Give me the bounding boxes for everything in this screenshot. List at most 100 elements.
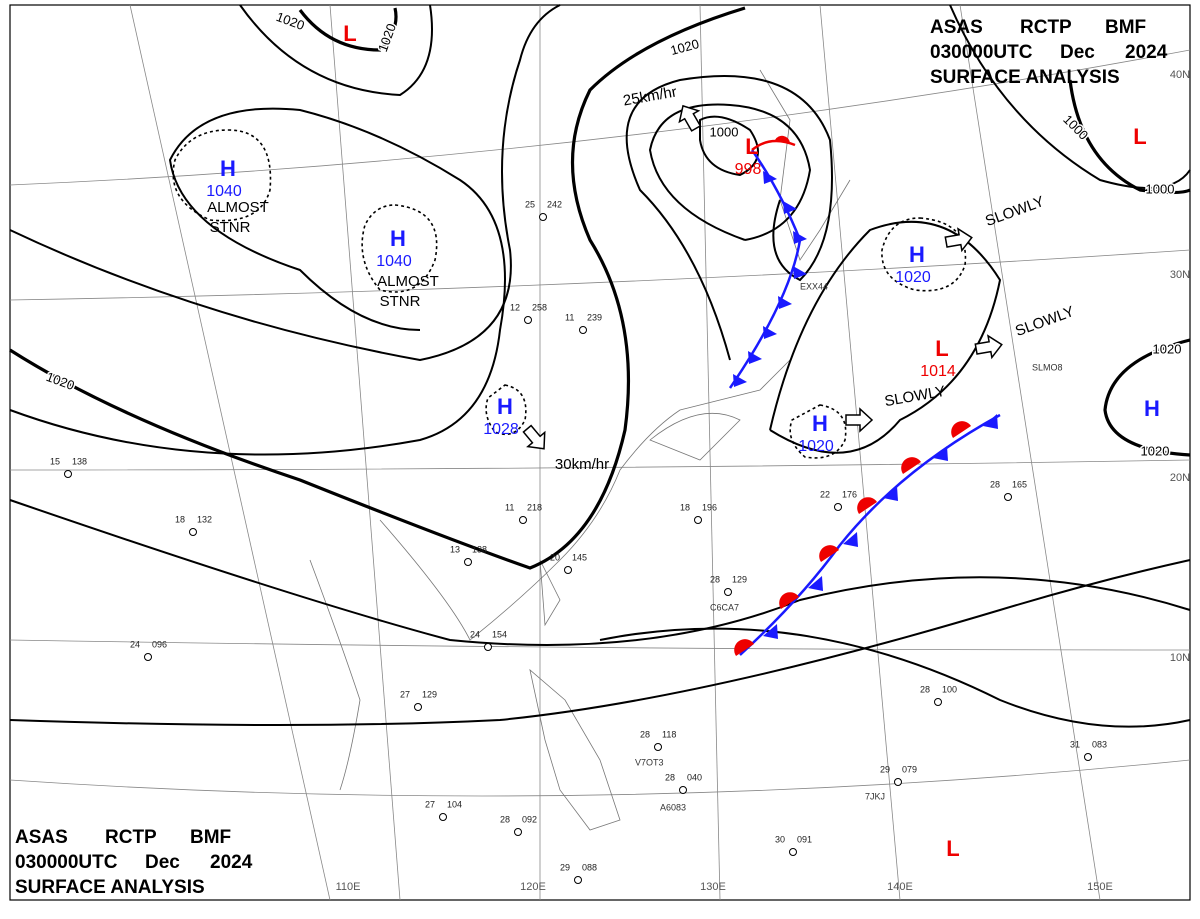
- cold-front-barb: [733, 374, 747, 387]
- note-text: ALMOST: [207, 199, 269, 216]
- header-text: ASAS: [15, 827, 68, 848]
- latitude-label: 40N: [1170, 69, 1190, 81]
- isobar-label: 1000: [1146, 181, 1175, 196]
- system-pressure: 1020: [798, 438, 834, 455]
- warm-front-bump: [734, 639, 754, 656]
- station-marker: [484, 643, 492, 651]
- longitude-label: 140E: [887, 881, 913, 893]
- station-marker: [189, 528, 197, 536]
- station-temp: 24: [130, 639, 140, 649]
- isobar-label: 1020: [1141, 443, 1170, 458]
- station-pressure: 132: [197, 514, 212, 524]
- cold-front-barb: [793, 266, 807, 279]
- system-symbol: L: [935, 336, 948, 361]
- station-marker: [464, 558, 472, 566]
- station-marker: [724, 588, 732, 596]
- cold-front-barb: [933, 446, 948, 461]
- isobars: [9, 4, 1191, 728]
- station-pressure: 145: [572, 552, 587, 562]
- station-marker: [514, 828, 522, 836]
- station-pressure: 088: [582, 862, 597, 872]
- station-marker: [679, 786, 687, 794]
- longitude-label: 120E: [520, 881, 546, 893]
- warm-front-bump: [775, 135, 790, 143]
- station-marker: [539, 213, 547, 221]
- station-pressure: 165: [1012, 479, 1027, 489]
- station-pressure: 242: [547, 199, 562, 209]
- system-symbol: H: [390, 226, 406, 251]
- station-marker: [519, 516, 527, 524]
- warm-front: [751, 139, 796, 151]
- header-text: Dec: [145, 852, 180, 873]
- longitude-label: 150E: [1087, 881, 1113, 893]
- station-temp: 28: [990, 479, 1000, 489]
- isobar-label: 1000: [710, 124, 739, 139]
- station-temp: 18: [680, 502, 690, 512]
- system-symbol: H: [812, 411, 828, 436]
- station-pressure: 129: [732, 574, 747, 584]
- fronts: [728, 135, 1001, 656]
- station-marker: [64, 470, 72, 478]
- cold-front-barb: [783, 201, 797, 214]
- station-pressure: 104: [447, 799, 462, 809]
- system-symbol: H: [1144, 396, 1160, 421]
- system-pressure: 1014: [920, 363, 956, 380]
- ship-id: A6083: [660, 802, 686, 812]
- station-temp: 31: [1070, 739, 1080, 749]
- graticule: [9, 4, 1191, 901]
- station-marker: [144, 653, 152, 661]
- station-temp: 30: [775, 834, 785, 844]
- warm-front-bump: [779, 592, 799, 609]
- note-text: STNR: [380, 293, 421, 310]
- header-text: BMF: [190, 827, 231, 848]
- station-marker: [564, 566, 572, 574]
- station-pressure: 239: [587, 312, 602, 322]
- motion-arrow: [944, 227, 973, 253]
- station-pressure: 079: [902, 764, 917, 774]
- station-temp: 25: [525, 199, 535, 209]
- station-temp: 12: [510, 302, 520, 312]
- station-pressure: 083: [1092, 739, 1107, 749]
- station-pressure: 092: [522, 814, 537, 824]
- system-symbol: L: [745, 134, 758, 159]
- header-text: RCTP: [1020, 17, 1072, 38]
- header-title: SURFACE ANALYSIS: [930, 67, 1120, 88]
- station-pressure: 196: [702, 502, 717, 512]
- station-pressure: 096: [152, 639, 167, 649]
- station-pressure: 218: [527, 502, 542, 512]
- station-marker: [1084, 753, 1092, 761]
- cold-front-barb: [763, 326, 777, 339]
- latitude-label: 30N: [1170, 269, 1190, 281]
- longitude-label: 130E: [700, 881, 726, 893]
- station-temp: 28: [710, 574, 720, 584]
- station-marker: [1004, 493, 1012, 501]
- station-pressure: 154: [492, 629, 507, 639]
- ship-id: V7OT3: [635, 757, 664, 767]
- station-pressure: 138: [72, 456, 87, 466]
- movement-label: 30km/hr: [555, 456, 609, 473]
- station-marker: [414, 703, 422, 711]
- station-pressure: 129: [422, 689, 437, 699]
- station-temp: 18: [175, 514, 185, 524]
- ship-id: SLMO8: [1032, 362, 1063, 372]
- warm-front-bump: [951, 421, 971, 438]
- station-temp: 24: [470, 629, 480, 639]
- latitude-label: 20N: [1170, 472, 1190, 484]
- cold-front-barb: [763, 171, 777, 184]
- system-symbol: H: [497, 394, 513, 419]
- header-text: BMF: [1105, 17, 1146, 38]
- system-symbol: H: [909, 242, 925, 267]
- station-marker: [694, 516, 702, 524]
- station-temp: 27: [425, 799, 435, 809]
- warm-front-bump: [901, 457, 921, 474]
- system-pressure: 1040: [376, 253, 412, 270]
- station-pressure: 118: [662, 729, 676, 739]
- station-pressure: 091: [797, 834, 812, 844]
- header-text: RCTP: [105, 827, 157, 848]
- motion-arrow: [678, 104, 702, 132]
- system-pressure: 1040: [206, 183, 242, 200]
- station-temp: 20: [550, 552, 560, 562]
- note-text: ALMOST: [377, 273, 439, 290]
- station-temp: 28: [920, 684, 930, 694]
